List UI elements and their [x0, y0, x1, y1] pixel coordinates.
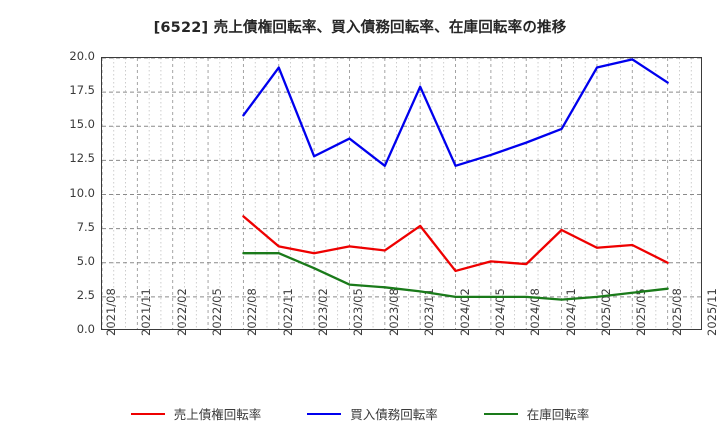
y-axis-tick-label: 15.0	[69, 117, 95, 132]
y-axis-tick-label: 2.5	[76, 287, 95, 302]
x-axis-tick-label: 2025/11	[705, 288, 719, 336]
y-axis-tick-label: 20.0	[69, 49, 95, 63]
series-line-0	[242, 215, 669, 273]
legend-line-swatch	[307, 412, 342, 415]
y-axis-tick-label: 5.0	[76, 253, 95, 268]
legend-line-swatch	[130, 412, 165, 415]
plot-area	[101, 57, 702, 330]
y-axis-tick-label: 7.5	[76, 219, 95, 234]
legend-line-swatch	[483, 412, 518, 415]
y-axis-tick-label: 0.0	[76, 322, 95, 336]
legend-label: 在庫回転率	[526, 407, 590, 422]
y-axis-tick-label: 17.5	[69, 83, 95, 98]
series-line-1	[242, 58, 669, 167]
y-axis-tick-label: 10.0	[69, 185, 95, 200]
series-line-2	[242, 252, 669, 301]
chart-legend: 売上債権回転率 買入債務回転率 在庫回転率	[0, 404, 720, 423]
legend-item-0[interactable]: 売上債権回転率	[130, 404, 262, 423]
y-axis-tick-label: 12.5	[69, 151, 95, 166]
legend-label: 売上債権回転率	[173, 407, 262, 422]
legend-label: 買入債務回転率	[350, 407, 438, 422]
legend-item-1[interactable]: 買入債務回転率	[307, 404, 438, 423]
series-lines	[102, 58, 701, 329]
legend-item-2[interactable]: 在庫回転率	[483, 404, 590, 423]
y-axis-tick-labels: 0.0 2.5 5.0 7.5 10.0 12.5 15.0 17.5 20.0	[39, 0, 95, 440]
chart-title: [6522] 売上債権回転率、買入債務回転率、在庫回転率の推移	[153, 20, 567, 36]
